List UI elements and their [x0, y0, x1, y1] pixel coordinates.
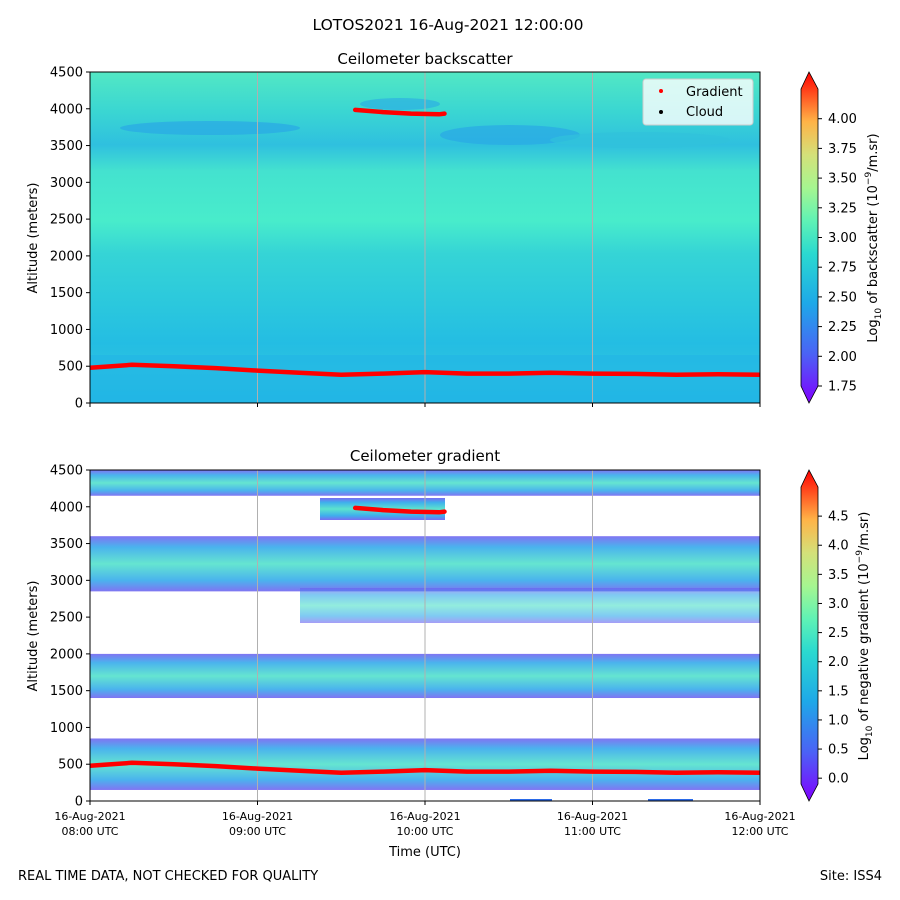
backscatter-colorbar-tick-label: 3.50: [828, 172, 857, 187]
backscatter-xaxis-ticks: [89, 403, 761, 407]
backscatter-colorbar: 1.75 2.00 2.25 2.50 2.75 3.00 3.25 3.50 3.75 4.00…: [800, 71, 884, 404]
gradient-xtick-label-date: 16-Aug-2021: [222, 810, 293, 823]
gradient-ylabel: Altitude (meters): [26, 581, 41, 692]
gradient-feature: [300, 588, 760, 623]
gradient-ytick-label: 2500: [50, 611, 83, 626]
backscatter-legend: Gradient Cloud: [642, 78, 754, 126]
gradient-colorbar-ticks: 0.0 0.5 1.0 1.5 2.0 2.5 3.0 3.5 4.0 4.5: [818, 510, 849, 787]
gradient-colorbar-tick-label: 1.0: [828, 713, 849, 728]
gradient-colorbar-tick-label: 0.0: [828, 772, 849, 787]
gradient-ytick-label: 1500: [50, 684, 83, 699]
gradient-ytick-label: 1000: [50, 721, 83, 736]
quality-disclaimer: REAL TIME DATA, NOT CHECKED FOR QUALITY: [18, 869, 319, 884]
gradient-colorbar-tick-label: 0.5: [828, 743, 849, 758]
backscatter-colorbar-label: Log10 of backscatter (10−9/m.sr): [864, 133, 884, 342]
backscatter-colorbar-tick-label: 2.50: [828, 290, 857, 305]
backscatter-yaxis: 0 500 1000 1500 2000 2500 3000 3500 4000 4500: [50, 66, 90, 412]
gradient-colorbar-tick-label: 3.0: [828, 597, 849, 612]
gradient-xtick-label-date: 16-Aug-2021: [557, 810, 628, 823]
backscatter-colorbar-tick-label: 3.75: [828, 142, 857, 157]
gradient-colorbar-tick-label: 2.5: [828, 626, 849, 641]
gradient-gradient-series: [90, 760, 760, 775]
gradient-feature: [510, 799, 552, 801]
gradient-colorbar-tick-label: 2.0: [828, 655, 849, 670]
colorbar-body: [800, 469, 819, 802]
site-label: Site: ISS4: [819, 869, 882, 884]
backscatter-gradient-markers: [90, 107, 760, 377]
gradient-panel: Ceilometer gradient 0 500 1000 1500 2000 2500…: [26, 447, 875, 860]
gradient-colorbar-tick-label: 4.0: [828, 539, 849, 554]
backscatter-gradient-series: [90, 362, 760, 377]
gradient-colorbar-label: Log10 of negative gradient (10−9/m.sr): [855, 512, 875, 761]
gradient-ytick-label: 3000: [50, 574, 83, 589]
gradient-xtick-label-time: 09:00 UTC: [229, 825, 286, 838]
backscatter-ytick-label: 500: [58, 360, 83, 375]
backscatter-colorbar-tick-label: 3.00: [828, 231, 857, 246]
gradient-xtick-label-date: 16-Aug-2021: [54, 810, 125, 823]
legend-gradient-marker: [659, 89, 663, 93]
gradient-yaxis: 0 500 1000 1500 2000 2500 3000 3500 4000 4500: [50, 464, 90, 810]
backscatter-ytick-label: 1000: [50, 323, 83, 338]
backscatter-colorbar-tick-label: 2.75: [828, 261, 857, 276]
backscatter-panel: Ceilometer backscatter 0 500 1000 1500 2000 2…: [26, 50, 884, 412]
backscatter-feature: [550, 132, 730, 148]
figure-suptitle: LOTOS2021 16-Aug-2021 12:00:00: [313, 16, 584, 34]
gradient-gradient-markers: [90, 505, 760, 775]
backscatter-feature: [440, 125, 580, 145]
gradient-xtick-label-date: 16-Aug-2021: [389, 810, 460, 823]
gradient-xgrid: [257, 470, 593, 801]
backscatter-ylabel: Altitude (meters): [26, 183, 41, 294]
gradient-xaxis: 16-Aug-2021 08:00 UTC 16-Aug-2021 09:00 UTC…: [54, 801, 796, 838]
backscatter-ytick-label: 3000: [50, 176, 83, 191]
gradient-feature: [648, 799, 693, 801]
gradient-xtick-label-time: 10:00 UTC: [396, 825, 453, 838]
legend-frame: [642, 78, 754, 126]
backscatter-xgrid: [257, 72, 593, 403]
backscatter-ytick-label: 0: [75, 397, 83, 412]
backscatter-ytick-label: 1500: [50, 286, 83, 301]
backscatter-ytick-label: 4000: [50, 102, 83, 117]
gradient-xtick-label-time: 12:00 UTC: [731, 825, 788, 838]
legend-cloud-label: Cloud: [686, 105, 723, 120]
gradient-ytick-label: 4000: [50, 500, 83, 515]
backscatter-colorbar-tick-label: 1.75: [828, 380, 857, 395]
backscatter-title: Ceilometer backscatter: [337, 50, 513, 68]
colorbar-body: [800, 71, 819, 404]
backscatter-ytick-label: 2500: [50, 213, 83, 228]
backscatter-feature: [120, 121, 300, 135]
gradient-colorbar: 0.0 0.5 1.0 1.5 2.0 2.5 3.0 3.5 4.0 4.5 Log10 of …: [800, 469, 875, 802]
legend-gradient-label: Gradient: [686, 85, 743, 100]
backscatter-ytick-label: 3500: [50, 139, 83, 154]
backscatter-feature: [360, 98, 440, 110]
backscatter-colorbar-tick-label: 4.00: [828, 112, 857, 127]
gradient-xtick-label-time: 08:00 UTC: [61, 825, 118, 838]
gradient-ytick-label: 0: [75, 795, 83, 810]
gradient-ytick-label: 4500: [50, 464, 83, 479]
gradient-colorbar-tick-label: 3.5: [828, 568, 849, 583]
backscatter-colorbar-tick-label: 2.00: [828, 350, 857, 365]
gradient-ytick-label: 2000: [50, 647, 83, 662]
backscatter-colorbar-tick-label: 3.25: [828, 201, 857, 216]
backscatter-gradient-series: [352, 107, 447, 117]
gradient-gradient-series: [352, 505, 447, 515]
backscatter-ytick-label: 2000: [50, 249, 83, 264]
gradient-xtick-label-date: 16-Aug-2021: [724, 810, 795, 823]
backscatter-ytick-label: 4500: [50, 66, 83, 81]
gradient-ytick-label: 500: [58, 758, 83, 773]
legend-cloud-marker: [659, 110, 663, 114]
backscatter-colorbar-ticks: 1.75 2.00 2.25 2.50 2.75 3.00 3.25 3.50 3.75 4.00: [818, 112, 857, 395]
gradient-colorbar-tick-label: 1.5: [828, 684, 849, 699]
backscatter-colorbar-tick-label: 2.25: [828, 320, 857, 335]
gradient-title: Ceilometer gradient: [350, 447, 500, 465]
gradient-colorbar-tick-label: 4.5: [828, 510, 849, 525]
gradient-xlabel: Time (UTC): [388, 845, 461, 860]
gradient-xtick-label-time: 11:00 UTC: [564, 825, 621, 838]
gradient-ytick-label: 3500: [50, 537, 83, 552]
